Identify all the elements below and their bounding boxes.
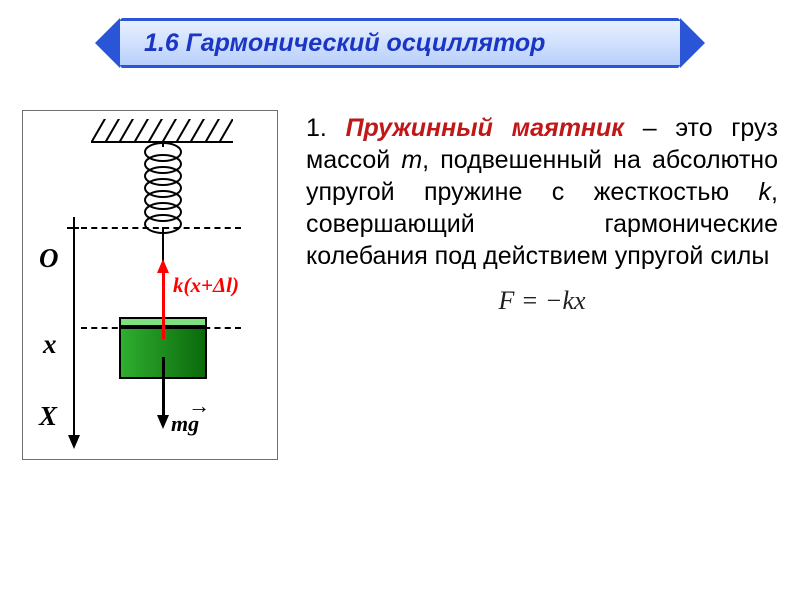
term-spring-pendulum: Пружинный маятник [346,114,624,142]
origin-tick [67,227,79,229]
x-axis-arrowhead [68,435,80,449]
section-title-banner: 1.6 Гармонический осциллятор [120,18,680,68]
var-k: k [759,178,772,206]
x-axis-line [73,217,75,437]
gravity-arrowhead [157,415,169,429]
content-row: Ox Xk(x+Δl) mg→ 1. Пружинный маятник – это… [22,110,778,460]
spring-coil [23,111,279,461]
equilibrium-dash [81,227,241,229]
force-formula: F = −kx [306,286,778,316]
gravity-arrow [162,357,165,417]
label-x: x [43,329,57,360]
label-X: X [39,401,57,432]
var-m: m [401,146,422,174]
definition-text: 1. Пружинный маятник – это груз массой m… [306,110,778,316]
section-title: 1.6 Гармонический осциллятор [144,29,545,58]
label-k: k(x+Δl) [173,273,239,298]
label-mg: mg→ [171,411,199,437]
elastic-force-arrowhead [157,259,169,273]
elastic-force-arrow [162,271,165,339]
item-number: 1. [306,114,346,142]
spring-pendulum-diagram: Ox Xk(x+Δl) mg→ [22,110,278,460]
label-O: O [39,243,59,274]
